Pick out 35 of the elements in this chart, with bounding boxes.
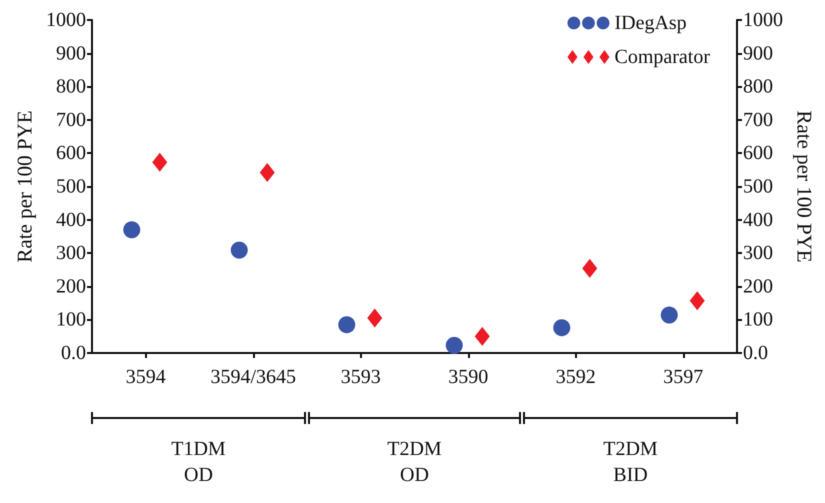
y2-axis-title: Rate per 100 PYE [792,110,816,263]
x-tick-label: 3594 [126,366,166,388]
y2-tick-label: 700 [743,108,773,131]
y2-tick-label: 300 [743,242,773,264]
x-tick-label: 3594/3645 [210,366,296,388]
y2-tick-label: 800 [743,76,773,98]
y2-tick-label: 600 [743,142,773,164]
text: T2DM OD [387,438,442,486]
y-tick-label: 800 [56,76,86,98]
y-tick-label: 400 [56,208,86,231]
legend-label: IDegAsp [614,12,687,34]
y-tick-label: 1000 [46,9,86,31]
x-tick-label: 3593 [340,366,381,388]
y2-tick-label: 1000 [743,9,783,31]
x-tick-label: 3590 [448,366,488,388]
text: T2DM BID [603,438,658,486]
y-tick-label: 100 [56,308,86,331]
y-tick-label: 600 [56,142,86,164]
y-tick-label: 500 [56,176,86,198]
x-tick-label: 3592 [556,366,596,388]
y-tick-label: 700 [56,108,86,131]
y2-tick-label: 900 [743,42,773,64]
x-tick-label: 3597 [663,366,704,388]
y-tick-label: 300 [56,242,86,264]
y2-tick-label: 100 [743,308,773,331]
text: T1DM OD [171,438,226,486]
y2-tick-label: 200 [743,275,773,298]
y2-tick-label: 0.0 [743,342,768,364]
legend-label: Comparator [614,46,710,68]
y-tick-label: 0.0 [61,342,86,364]
y2-tick-label: 500 [743,176,773,198]
y2-tick-label: 400 [743,208,773,231]
y-tick-label: 200 [56,275,86,298]
y-tick-label: 900 [56,42,86,64]
y-axis-title: Rate per 100 PYE [12,110,37,263]
